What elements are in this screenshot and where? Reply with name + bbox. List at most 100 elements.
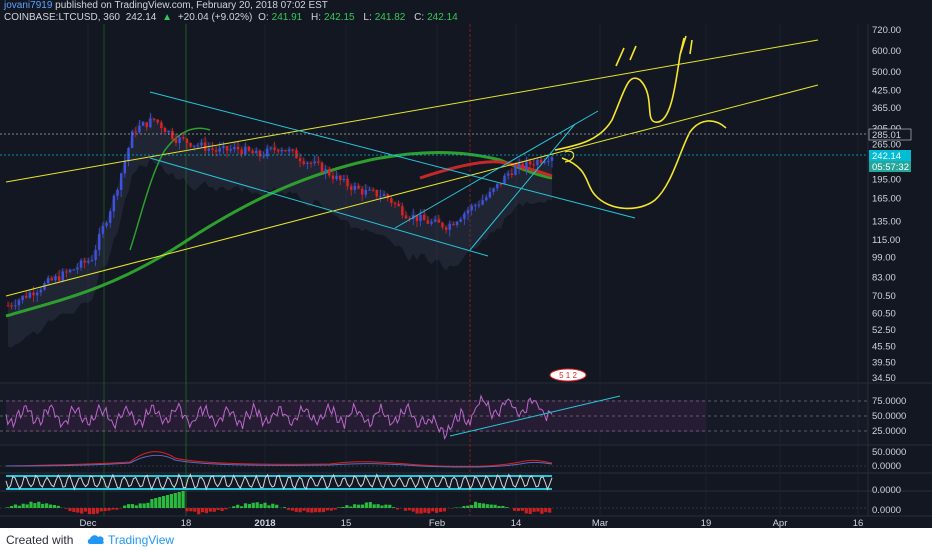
lower-trendline bbox=[5, 84, 819, 297]
candle-body bbox=[251, 150, 254, 154]
price-axis-label: 60.50 bbox=[872, 309, 896, 320]
time-axis[interactable]: Dec 18 2018 15 Feb 14 Mar 19 Apr 16 bbox=[80, 518, 864, 528]
candle-body bbox=[539, 159, 543, 164]
price-axis-label: 600.00 bbox=[872, 46, 901, 57]
dashed-price-tag: 285.01 bbox=[868, 128, 912, 141]
candle-body bbox=[324, 168, 327, 173]
candle-body bbox=[404, 215, 408, 219]
macd-indicator bbox=[0, 451, 868, 468]
candle-body bbox=[273, 147, 276, 150]
forecast-arrowheads bbox=[615, 35, 693, 67]
candle-body bbox=[459, 219, 462, 222]
candle-body bbox=[178, 137, 181, 143]
candle-body bbox=[94, 249, 97, 261]
candle-body bbox=[109, 211, 112, 223]
symbol-label[interactable]: COINBASE:LTCUSD, 360 bbox=[4, 12, 120, 23]
price-axis-label: 720.00 bbox=[872, 25, 901, 36]
candle-body bbox=[262, 156, 265, 158]
candle-body bbox=[98, 233, 101, 250]
green-ma-short bbox=[129, 127, 211, 251]
open-label: O: bbox=[258, 12, 269, 23]
candle-body bbox=[10, 305, 13, 307]
candle-body bbox=[550, 157, 554, 161]
candle-body bbox=[342, 178, 346, 181]
price-axis-label: 39.50 bbox=[872, 357, 896, 368]
up-triangle-icon: ▲ bbox=[162, 12, 173, 23]
candle-body bbox=[6, 305, 10, 307]
event-badge[interactable]: 5 1 2 bbox=[549, 368, 587, 382]
footer-bar: Created with TradingView bbox=[0, 528, 932, 550]
price-axis-label: 83.00 bbox=[872, 272, 896, 283]
candle-body bbox=[499, 183, 503, 185]
candle-body bbox=[514, 167, 517, 176]
candle-body bbox=[211, 148, 214, 151]
histogram-pane[interactable] bbox=[0, 492, 868, 516]
event-badge-label: 5 1 2 bbox=[559, 371, 577, 380]
candle-body bbox=[280, 149, 284, 152]
price-axis-label: 115.00 bbox=[872, 235, 900, 246]
candle-body bbox=[466, 210, 470, 214]
price-axis-label: 425.00 bbox=[872, 85, 901, 96]
price-axis-label: 45.50 bbox=[872, 341, 896, 352]
candle-body bbox=[357, 185, 360, 189]
candle-body bbox=[488, 191, 492, 198]
upper-trendline bbox=[5, 39, 819, 183]
ohlc-legend: COINBASE:LTCUSD, 360 242.14 ▲ +20.04 (+9… bbox=[4, 12, 464, 24]
candle-body bbox=[470, 205, 473, 211]
close-label: C: bbox=[414, 12, 425, 23]
time-axis-label: 15 bbox=[341, 518, 352, 528]
candle-body bbox=[331, 175, 335, 180]
oscillator-axes: 50.0000 0.0000 0.0000 0.0000 bbox=[872, 447, 906, 516]
candle-body bbox=[298, 158, 302, 162]
candle-body bbox=[335, 175, 338, 180]
candle-body bbox=[382, 194, 386, 197]
price-axis-label: 365.00 bbox=[872, 103, 901, 114]
candle-body bbox=[203, 142, 207, 151]
candle-body bbox=[149, 118, 152, 128]
candle-body bbox=[25, 295, 28, 298]
tradingview-logo-text[interactable]: TradingView bbox=[108, 533, 175, 547]
candle-body bbox=[76, 267, 79, 270]
time-axis-label: 2018 bbox=[254, 518, 275, 528]
candle-body bbox=[390, 198, 393, 203]
candle-body bbox=[426, 220, 430, 224]
price-axis-label: 135.00 bbox=[872, 217, 901, 228]
candle-body bbox=[371, 189, 375, 191]
rsi-pane[interactable] bbox=[0, 384, 868, 444]
last-price: 242.14 bbox=[125, 12, 157, 23]
candle-body bbox=[57, 276, 61, 281]
candle-body bbox=[284, 149, 287, 152]
price-pane[interactable] bbox=[0, 24, 868, 382]
created-with-text: Created with bbox=[6, 533, 74, 547]
candle-body bbox=[54, 276, 57, 281]
candle-body bbox=[17, 300, 21, 306]
candle-body bbox=[68, 269, 72, 273]
candle-body bbox=[408, 218, 411, 220]
candle-body bbox=[116, 189, 119, 196]
candle-body bbox=[167, 130, 170, 133]
svg-text:242.14: 242.14 bbox=[872, 151, 901, 162]
price-axis[interactable]: 720.00600.00500.00425.00365.00305.00265.… bbox=[872, 25, 901, 384]
candle-body bbox=[247, 146, 251, 151]
author-link[interactable]: jovani7919 bbox=[4, 0, 53, 11]
candle-body bbox=[244, 146, 247, 155]
candle-body bbox=[379, 196, 382, 198]
momentum-histogram bbox=[0, 491, 868, 515]
candle-body bbox=[32, 292, 35, 296]
time-axis-label: Feb bbox=[429, 518, 445, 528]
tradingview-cloud-icon bbox=[87, 535, 104, 544]
candle-body bbox=[481, 200, 484, 205]
candle-body bbox=[386, 194, 389, 199]
candle-body bbox=[339, 175, 342, 181]
candle-body bbox=[185, 138, 189, 143]
candle-body bbox=[222, 146, 225, 149]
candle-body bbox=[276, 149, 280, 152]
candle-body bbox=[101, 226, 105, 234]
candle-body bbox=[536, 159, 539, 166]
candle-body bbox=[448, 223, 451, 230]
macd-pane[interactable] bbox=[0, 446, 868, 472]
candle-body bbox=[138, 125, 141, 133]
candle-body bbox=[236, 147, 240, 150]
